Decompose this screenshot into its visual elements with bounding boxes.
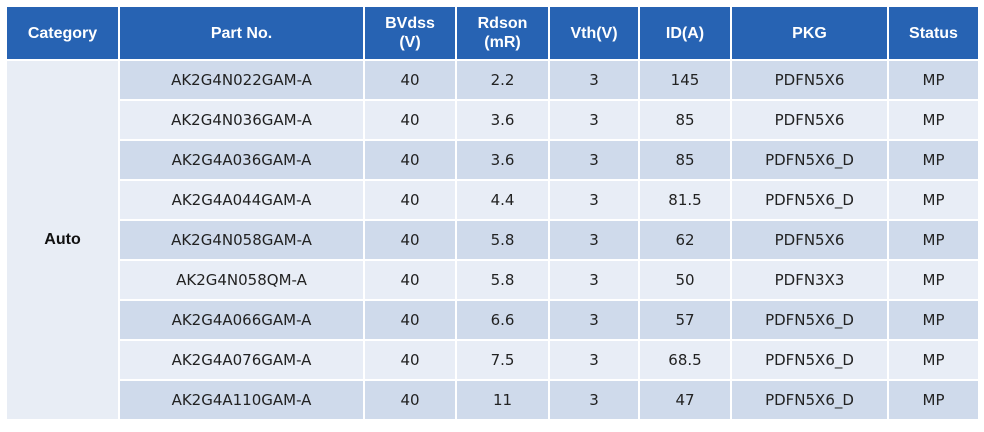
table-row: AK2G4N036GAM-A 40 3.6 3 85 PDFN5X6 MP: [6, 99, 980, 141]
column-header: Category: [5, 5, 120, 61]
table-cell: 3: [548, 219, 640, 261]
table-cell: 40: [363, 379, 457, 421]
table-cell: 3: [548, 379, 640, 421]
table-cell: 85: [638, 99, 732, 141]
table-cell: 40: [363, 179, 457, 221]
table-cell: 50: [638, 259, 732, 301]
table-cell: 40: [363, 139, 457, 181]
table-cell: 5.8: [455, 219, 550, 261]
table-cell: MP: [887, 299, 980, 341]
table-cell: 40: [363, 299, 457, 341]
table-cell: AK2G4N036GAM-A: [118, 99, 365, 141]
table-cell: AK2G4A044GAM-A: [118, 179, 365, 221]
table-cell: PDFN5X6_D: [730, 379, 889, 421]
table-cell: 62: [638, 219, 732, 261]
table-cell: 40: [363, 59, 457, 101]
table-row: AK2G4N058GAM-A 40 5.8 3 62 PDFN5X6 MP: [6, 219, 980, 261]
table-cell: PDFN3X3: [730, 259, 889, 301]
product-table: Category Part No. BVdss (V) Rdson (mR) Vth(V…: [5, 5, 980, 421]
table-cell: 68.5: [638, 339, 732, 381]
table-cell: MP: [887, 259, 980, 301]
table-row: AK2G4A110GAM-A 40 11 3 47 PDFN5X6_D MP: [6, 379, 980, 421]
column-header: Rdson (mR): [455, 5, 550, 61]
table-cell: PDFN5X6: [730, 99, 889, 141]
table-cell: AK2G4A076GAM-A: [118, 339, 365, 381]
table-cell: PDFN5X6: [730, 219, 889, 261]
table-cell: AK2G4N022GAM-A: [118, 59, 365, 101]
column-header: ID(A): [638, 5, 732, 61]
table-cell: 3: [548, 99, 640, 141]
table-cell: MP: [887, 99, 980, 141]
table-cell: 3: [548, 179, 640, 221]
table-cell: MP: [887, 59, 980, 101]
table-cell: PDFN5X6: [730, 59, 889, 101]
table-cell: 3: [548, 259, 640, 301]
table-cell: 40: [363, 99, 457, 141]
table-cell: 40: [363, 219, 457, 261]
table-cell: PDFN5X6_D: [730, 299, 889, 341]
column-header: Status: [887, 5, 980, 61]
table-cell: 3.6: [455, 139, 550, 181]
table-cell: 11: [455, 379, 550, 421]
table-cell: MP: [887, 379, 980, 421]
table-cell: AK2G4N058QM-A: [118, 259, 365, 301]
table-cell: PDFN5X6_D: [730, 139, 889, 181]
column-header: BVdss (V): [363, 5, 457, 61]
table-cell: 40: [363, 339, 457, 381]
category-cell: Auto: [5, 59, 120, 421]
table-cell: 4.4: [455, 179, 550, 221]
table-cell: 7.5: [455, 339, 550, 381]
table-cell: 57: [638, 299, 732, 341]
table-cell: 81.5: [638, 179, 732, 221]
table-row: Auto AK2G4N022GAM-A 40 2.2 3 145 PDFN5X6 MP: [5, 59, 980, 421]
table-cell: 85: [638, 139, 732, 181]
table-cell: AK2G4A066GAM-A: [118, 299, 365, 341]
table-cell: MP: [887, 179, 980, 221]
table-cell: MP: [887, 139, 980, 181]
table-cell: 3: [548, 139, 640, 181]
header-row: Category Part No. BVdss (V) Rdson (mR) Vth(V…: [5, 5, 980, 61]
table-cell: 3.6: [455, 99, 550, 141]
table-cell: 3: [548, 59, 640, 101]
table-row: AK2G4A036GAM-A 40 3.6 3 85 PDFN5X6_D MP: [6, 139, 980, 181]
table-cell: AK2G4A110GAM-A: [118, 379, 365, 421]
table-row: AK2G4A076GAM-A 40 7.5 3 68.5 PDFN5X6_D MP: [6, 339, 980, 381]
table-cell: 3: [548, 339, 640, 381]
table-cell: 3: [548, 299, 640, 341]
column-header: PKG: [730, 5, 889, 61]
table-row: AK2G4N058QM-A 40 5.8 3 50 PDFN3X3 MP: [6, 259, 980, 301]
table-cell: PDFN5X6_D: [730, 339, 889, 381]
table-cell: 5.8: [455, 259, 550, 301]
table-cell: 40: [363, 259, 457, 301]
table-row: AK2G4A044GAM-A 40 4.4 3 81.5 PDFN5X6_D MP: [6, 179, 980, 221]
table-cell: 145: [638, 59, 732, 101]
table-cell: 2.2: [455, 59, 550, 101]
table-cell: AK2G4N058GAM-A: [118, 219, 365, 261]
table-cell: 47: [638, 379, 732, 421]
table-row: AK2G4A066GAM-A 40 6.6 3 57 PDFN5X6_D MP: [6, 299, 980, 341]
table-cell: MP: [887, 339, 980, 381]
table-cell: MP: [887, 219, 980, 261]
column-header: Vth(V): [548, 5, 640, 61]
column-header: Part No.: [118, 5, 365, 61]
table-cell: AK2G4A036GAM-A: [118, 139, 365, 181]
table-cell: 6.6: [455, 299, 550, 341]
table-cell: PDFN5X6_D: [730, 179, 889, 221]
